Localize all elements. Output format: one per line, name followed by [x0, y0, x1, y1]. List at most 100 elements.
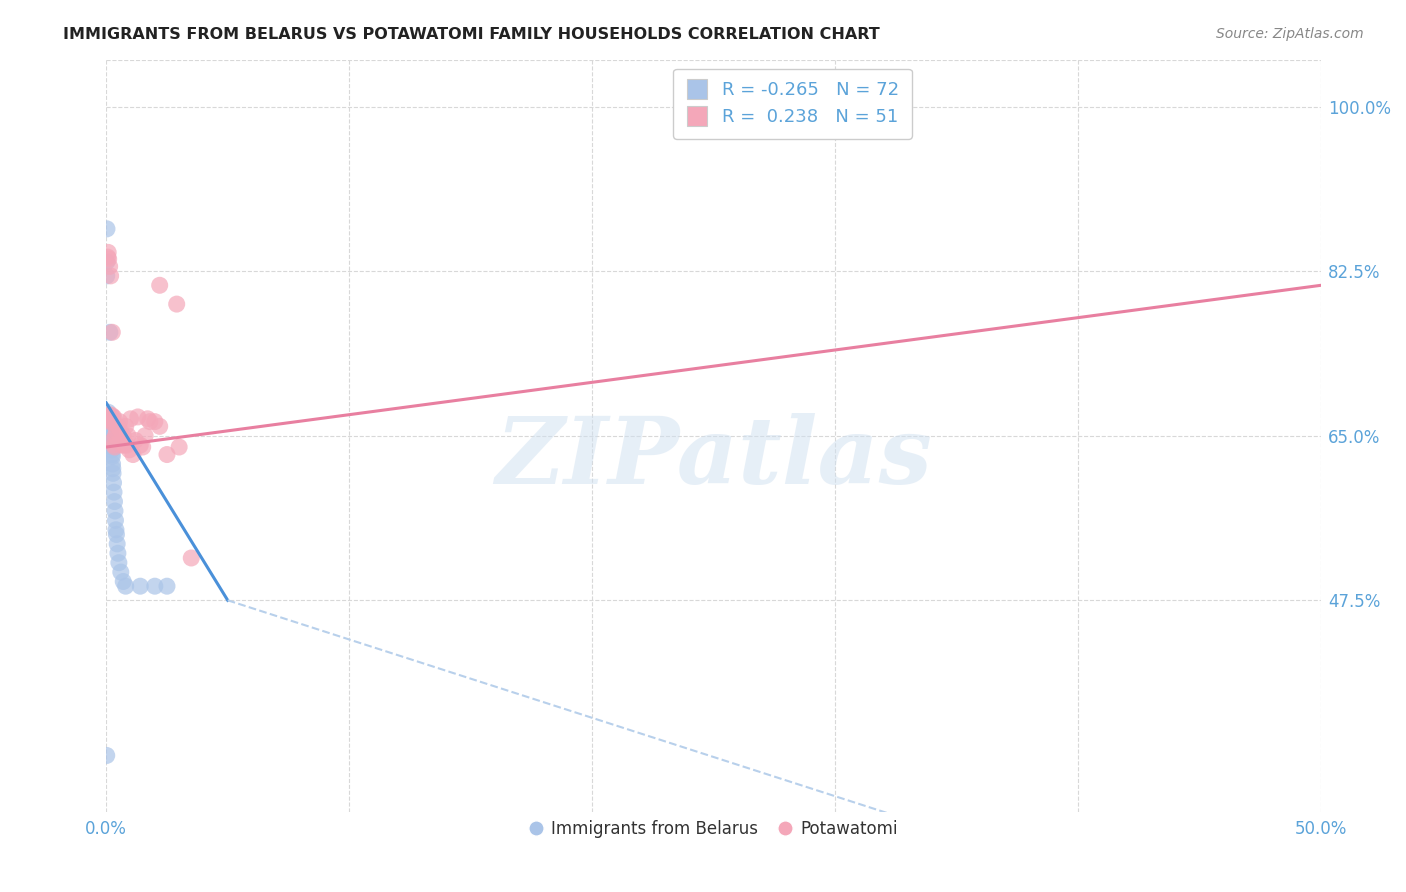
Point [98, 415, 121, 429]
Point [101, 415, 124, 429]
Point [100, 408, 122, 422]
Point [97, 408, 120, 422]
Point [117, 428, 139, 442]
Point [136, 412, 159, 426]
Point [97, 409, 120, 424]
Point [98, 415, 121, 429]
Point [107, 419, 129, 434]
Point [97, 245, 120, 260]
Point [97, 412, 120, 426]
Point [97, 409, 120, 423]
Point [167, 440, 190, 454]
Point [104, 513, 127, 527]
Point [98, 415, 121, 429]
Point [97, 252, 120, 266]
Point [100, 440, 122, 454]
Point [96, 417, 118, 431]
Point [118, 442, 141, 457]
Point [105, 424, 128, 438]
Point [96, 748, 118, 763]
Point [156, 448, 179, 462]
Point [115, 438, 138, 452]
Point [101, 434, 124, 448]
Point [131, 440, 153, 454]
Text: ZIPatlas: ZIPatlas [495, 413, 932, 503]
Point [96, 412, 118, 426]
Point [103, 475, 125, 490]
Point [180, 551, 202, 566]
Point [134, 428, 156, 442]
Point [105, 527, 128, 541]
Point [96, 417, 118, 432]
Point [108, 415, 131, 429]
Point [101, 326, 124, 340]
Point [98, 419, 121, 434]
Point [166, 297, 188, 311]
Point [101, 448, 124, 462]
Point [97, 412, 120, 426]
Point [124, 434, 146, 448]
Legend: Immigrants from Belarus, Potawatomi: Immigrants from Belarus, Potawatomi [523, 814, 904, 845]
Point [98, 417, 121, 431]
Point [96, 421, 118, 435]
Point [149, 278, 172, 293]
Point [105, 537, 128, 551]
Point [114, 419, 136, 434]
Point [100, 431, 122, 445]
Point [101, 450, 124, 464]
Point [98, 326, 121, 340]
Point [96, 424, 118, 438]
Point [103, 438, 125, 452]
Point [96, 419, 118, 434]
Point [149, 419, 172, 434]
Point [101, 457, 124, 471]
Point [100, 412, 122, 426]
Point [101, 461, 124, 475]
Point [101, 409, 124, 424]
Point [96, 254, 118, 268]
Point [96, 222, 118, 236]
Point [98, 409, 121, 424]
Point [101, 467, 124, 481]
Point [98, 421, 121, 435]
Point [97, 419, 120, 434]
Point [112, 574, 135, 589]
Point [97, 408, 120, 422]
Point [98, 421, 121, 435]
Point [107, 546, 129, 560]
Point [110, 424, 132, 438]
Point [129, 579, 152, 593]
Point [143, 579, 166, 593]
Point [104, 504, 127, 518]
Point [97, 416, 120, 430]
Point [96, 409, 118, 423]
Point [103, 409, 125, 424]
Point [104, 428, 127, 442]
Point [97, 412, 120, 426]
Point [122, 448, 145, 462]
Point [97, 417, 120, 432]
Point [139, 415, 162, 429]
Point [100, 436, 122, 450]
Point [100, 268, 122, 283]
Point [97, 412, 120, 426]
Point [97, 405, 120, 419]
Point [112, 428, 135, 442]
Point [97, 408, 120, 422]
Point [97, 250, 120, 264]
Point [104, 440, 127, 454]
Point [103, 485, 125, 500]
Point [101, 442, 124, 457]
Point [96, 412, 118, 426]
Point [96, 417, 118, 432]
Point [156, 579, 179, 593]
Point [98, 424, 121, 438]
Point [98, 419, 121, 434]
Point [96, 412, 118, 426]
Point [100, 412, 122, 426]
Point [100, 434, 122, 448]
Point [120, 412, 142, 426]
Point [97, 412, 120, 426]
Point [107, 419, 129, 434]
Point [97, 413, 120, 427]
